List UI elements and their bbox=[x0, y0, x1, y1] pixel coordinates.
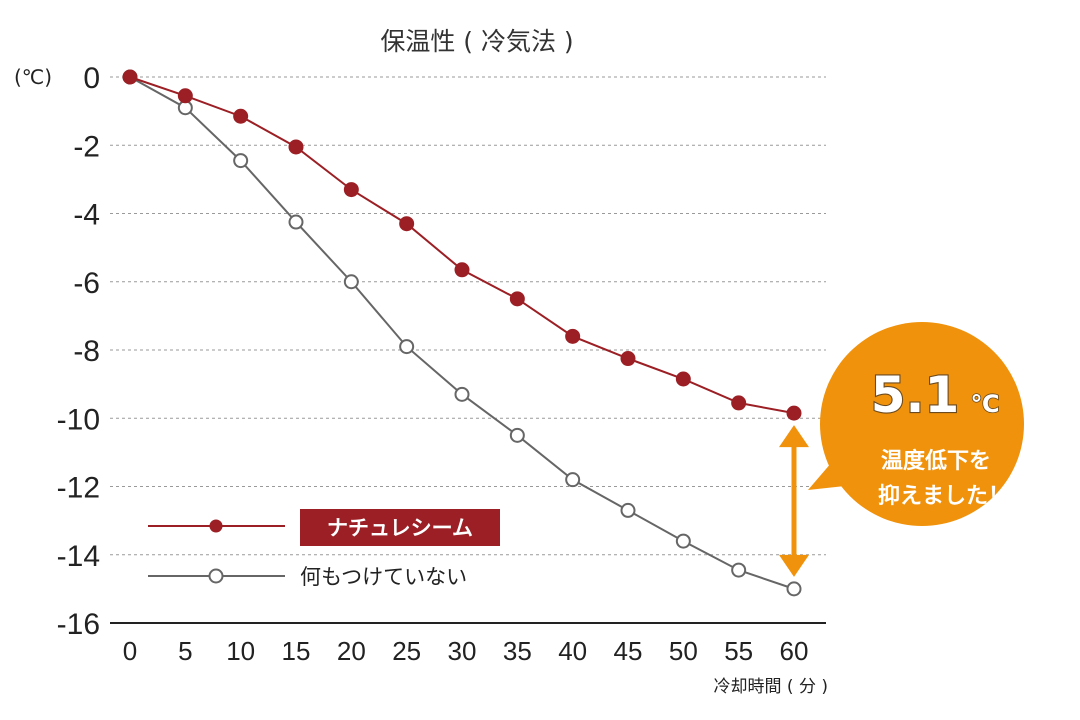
data-point bbox=[399, 216, 415, 232]
data-point bbox=[454, 386, 470, 402]
data-point bbox=[731, 395, 747, 411]
callout-value: 5.1 bbox=[871, 366, 960, 424]
data-point bbox=[343, 182, 359, 198]
legend-marker-1 bbox=[209, 519, 223, 533]
data-point bbox=[731, 562, 747, 578]
data-point bbox=[177, 88, 193, 104]
chart-title: 保温性 ( 冷気法 ) bbox=[380, 27, 573, 56]
legend: ナチュレシーム 何もつけていない bbox=[148, 509, 500, 589]
data-point bbox=[509, 427, 525, 443]
callout-bubble: 5.1 ℃ 温度低下を 抑えました！ bbox=[808, 322, 1024, 526]
data-point bbox=[786, 405, 802, 421]
y-tick-label: -8 bbox=[73, 335, 100, 368]
x-tick-label: 45 bbox=[614, 636, 643, 666]
data-point bbox=[233, 153, 249, 169]
arrow-head-up bbox=[779, 425, 809, 448]
x-tick-label: 5 bbox=[178, 636, 192, 666]
x-tick-label: 15 bbox=[282, 636, 311, 666]
y-tick-label: -4 bbox=[73, 199, 100, 232]
x-tick-label: 55 bbox=[724, 636, 753, 666]
data-point bbox=[343, 274, 359, 290]
x-tick-label: 25 bbox=[392, 636, 421, 666]
data-point bbox=[233, 108, 249, 124]
y-tick-label: -6 bbox=[73, 267, 100, 300]
x-tick-label: 35 bbox=[503, 636, 532, 666]
x-tick-label: 0 bbox=[123, 636, 137, 666]
x-tick-label: 20 bbox=[337, 636, 366, 666]
x-tick-label: 60 bbox=[780, 636, 809, 666]
callout-line-2: 抑えました！ bbox=[878, 484, 1010, 509]
x-tick-label: 50 bbox=[669, 636, 698, 666]
callout-unit: ℃ bbox=[970, 390, 999, 418]
data-point bbox=[122, 69, 138, 85]
legend-label-2: 何もつけていない bbox=[300, 565, 467, 589]
x-axis-label: 冷却時間 ( 分 ) bbox=[714, 677, 828, 697]
data-point bbox=[675, 371, 691, 387]
data-point bbox=[288, 214, 304, 230]
y-unit-label: (℃) bbox=[14, 65, 52, 89]
data-point bbox=[399, 339, 415, 355]
legend-marker-2 bbox=[208, 568, 224, 584]
data-series bbox=[122, 69, 802, 597]
data-point bbox=[786, 581, 802, 597]
legend-label-1: ナチュレシーム bbox=[327, 516, 473, 540]
callout-line-1: 温度低下を bbox=[881, 448, 991, 474]
callout-circle bbox=[820, 322, 1024, 526]
data-point bbox=[675, 533, 691, 549]
x-tick-labels: 0 5 10 15 20 25 30 35 40 45 50 55 60 bbox=[123, 636, 809, 666]
legend-label-bg-1 bbox=[300, 509, 500, 546]
series-1 bbox=[122, 69, 802, 421]
y-tick-label: 0 bbox=[83, 62, 100, 95]
y-tick-labels: 0 -2 -4 -6 -8 -10 -12 -14 -16 bbox=[57, 62, 100, 641]
data-point bbox=[288, 139, 304, 155]
x-tick-label: 30 bbox=[448, 636, 477, 666]
gridlines bbox=[110, 76, 826, 624]
data-point bbox=[509, 291, 525, 307]
series-line bbox=[129, 76, 795, 415]
data-point bbox=[454, 262, 470, 278]
y-tick-label: -12 bbox=[57, 472, 100, 505]
y-tick-label: -10 bbox=[57, 403, 100, 436]
data-point bbox=[565, 328, 581, 344]
difference-arrow bbox=[779, 425, 809, 577]
data-point bbox=[620, 351, 636, 367]
x-tick-label: 10 bbox=[226, 636, 255, 666]
y-tick-label: -2 bbox=[73, 130, 100, 163]
x-tick-label: 40 bbox=[558, 636, 587, 666]
data-point bbox=[565, 472, 581, 488]
y-tick-label: -16 bbox=[57, 608, 100, 641]
data-point bbox=[620, 502, 636, 518]
arrow-head-down bbox=[779, 554, 809, 577]
callout-pointer bbox=[808, 462, 845, 490]
y-tick-label: -14 bbox=[57, 540, 100, 573]
